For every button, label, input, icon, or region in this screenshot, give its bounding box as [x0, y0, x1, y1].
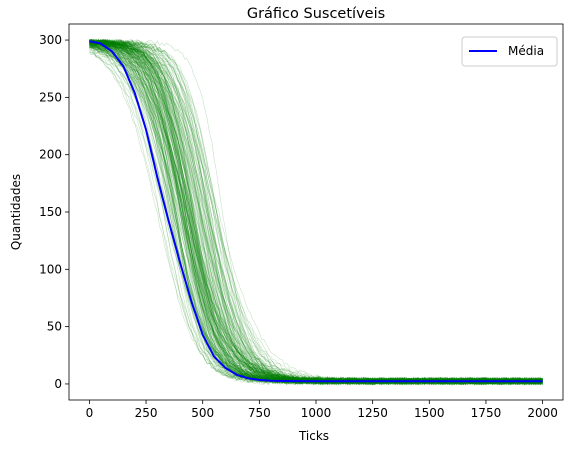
run-line	[89, 39, 543, 386]
run-line	[89, 47, 543, 383]
run-line	[89, 39, 543, 386]
run-line	[89, 41, 543, 385]
y-tick-label: 100	[39, 262, 62, 276]
x-tick-label: 750	[248, 406, 271, 420]
run-line	[89, 38, 543, 383]
run-line	[89, 40, 543, 384]
run-line	[89, 40, 543, 384]
run-line	[89, 43, 543, 384]
y-tick-label: 150	[39, 205, 62, 219]
run-line	[89, 42, 543, 386]
run-line	[89, 39, 543, 383]
run-line	[89, 45, 543, 384]
x-tick-label: 500	[191, 406, 214, 420]
mean-series	[89, 40, 543, 383]
run-line	[89, 43, 543, 385]
legend-box	[461, 36, 558, 67]
run-line	[89, 42, 543, 383]
run-line	[89, 43, 543, 384]
y-tick-label: 250	[39, 90, 62, 104]
run-line	[89, 38, 543, 383]
x-tick-label: 250	[135, 406, 158, 420]
x-tick-label: 1000	[301, 406, 332, 420]
y-tick-label: 300	[39, 33, 62, 47]
run-line	[89, 44, 543, 383]
run-line	[89, 40, 543, 386]
x-tick-label: 1750	[471, 406, 502, 420]
run-line	[89, 40, 543, 384]
run-line	[89, 40, 543, 385]
run-line	[89, 41, 543, 384]
run-line	[89, 39, 543, 385]
run-line	[89, 42, 543, 383]
y-axis: 0 50 100 150 200 250 300	[39, 33, 69, 391]
run-line	[89, 42, 543, 384]
run-line	[89, 39, 543, 383]
x-tick-label: 1500	[414, 406, 445, 420]
run-line	[89, 46, 543, 385]
x-axis-label: Ticks	[298, 429, 329, 443]
run-line	[89, 39, 543, 385]
run-line	[89, 39, 543, 384]
run-line	[89, 39, 543, 384]
mean-line	[89, 40, 543, 383]
run-line	[89, 42, 543, 383]
run-line	[89, 45, 543, 385]
chart-title: Gráfico Suscetíveis	[247, 6, 385, 22]
run-line	[89, 40, 543, 386]
y-tick-label: 50	[47, 320, 62, 334]
y-tick-label: 200	[39, 148, 62, 162]
legend: Média	[461, 36, 558, 67]
run-line	[89, 44, 543, 383]
run-line	[89, 39, 543, 385]
run-line	[89, 39, 543, 383]
run-line	[89, 39, 543, 384]
run-line	[89, 40, 543, 383]
y-tick-label: 0	[54, 377, 62, 391]
run-line	[89, 38, 543, 384]
plot-background	[69, 24, 563, 400]
legend-label-media: Média	[508, 44, 544, 58]
run-line	[89, 40, 543, 383]
x-tick-label: 0	[86, 406, 94, 420]
run-line	[89, 45, 543, 386]
run-line	[89, 40, 543, 386]
run-line	[89, 39, 543, 383]
run-line	[89, 39, 543, 385]
x-axis: 0 250 500 750 1000 1250 1500 1750 2000	[86, 400, 558, 420]
run-line	[89, 42, 543, 385]
run-line	[89, 50, 543, 383]
x-tick-label: 2000	[527, 406, 558, 420]
run-line	[89, 38, 543, 386]
run-line	[89, 40, 543, 383]
x-tick-label: 1250	[357, 406, 388, 420]
y-axis-label: Quantidades	[9, 174, 23, 250]
run-line	[89, 39, 543, 384]
run-line	[89, 39, 543, 383]
run-line	[89, 43, 543, 385]
run-line	[89, 45, 543, 383]
run-line	[89, 39, 543, 386]
run-line	[89, 42, 543, 385]
run-line	[89, 38, 543, 382]
run-line	[89, 39, 543, 384]
